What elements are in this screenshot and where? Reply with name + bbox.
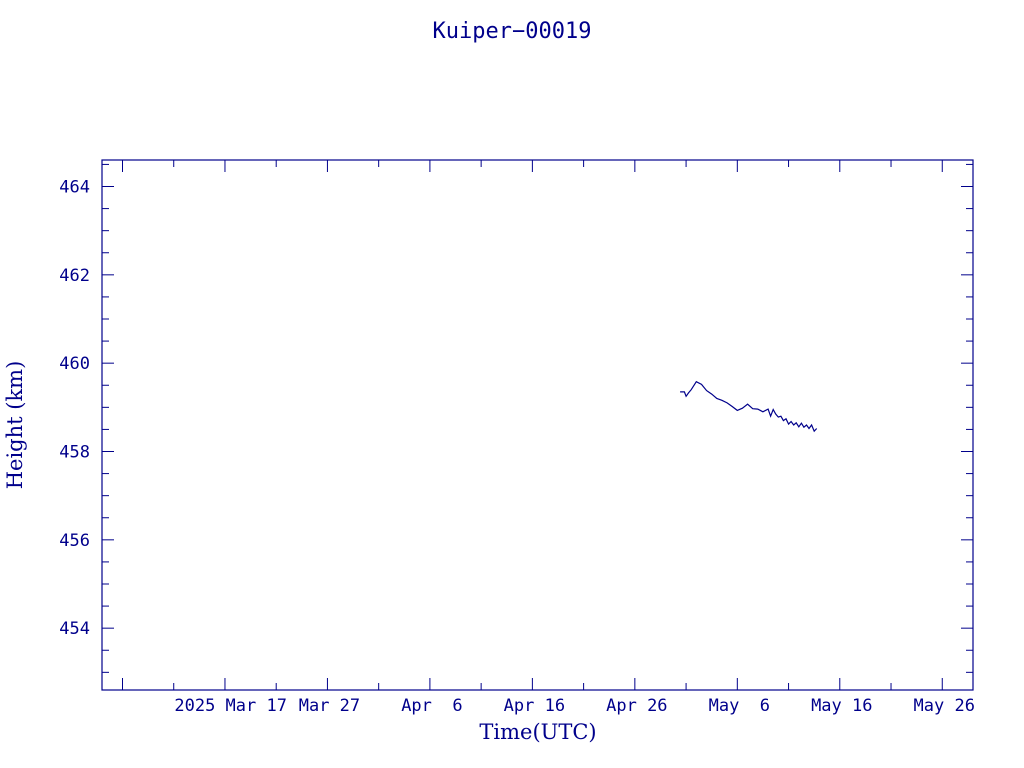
y-tick-label: 464 [59, 178, 90, 198]
x-axis-tick-labels: 2025 Mar 17 Mar 27 Apr 6 Apr 16 Apr 26 May 6 M… [174, 696, 975, 716]
x-tick-label: May 16 [811, 696, 872, 716]
y-tick-label: 456 [59, 531, 90, 551]
y-axis-label: Height (km) [3, 361, 27, 490]
x-tick-label: Apr 26 [606, 696, 667, 716]
y-tick-label: 458 [59, 443, 90, 463]
plot-frame [101, 159, 974, 691]
x-tick-label: Mar 27 [299, 696, 360, 716]
y-tick-label: 462 [59, 266, 90, 286]
y-axis-ticks [102, 163, 973, 673]
x-tick-label: May 26 [914, 696, 975, 716]
height-series-line [680, 380, 818, 433]
y-tick-label: 460 [59, 354, 90, 374]
x-tick-label: Apr 16 [504, 696, 565, 716]
x-axis-ticks [121, 160, 943, 690]
x-axis-label: Time(UTC) [479, 720, 596, 744]
x-tick-label: 2025 Mar 17 [174, 696, 287, 716]
y-tick-label: 454 [59, 619, 90, 639]
y-axis-tick-labels: 454 456 458 460 462 464 [59, 178, 90, 640]
x-tick-label: May 6 [709, 696, 770, 716]
x-tick-label: Apr 6 [401, 696, 462, 716]
chart-title: Kuiper−00019 [433, 19, 592, 44]
